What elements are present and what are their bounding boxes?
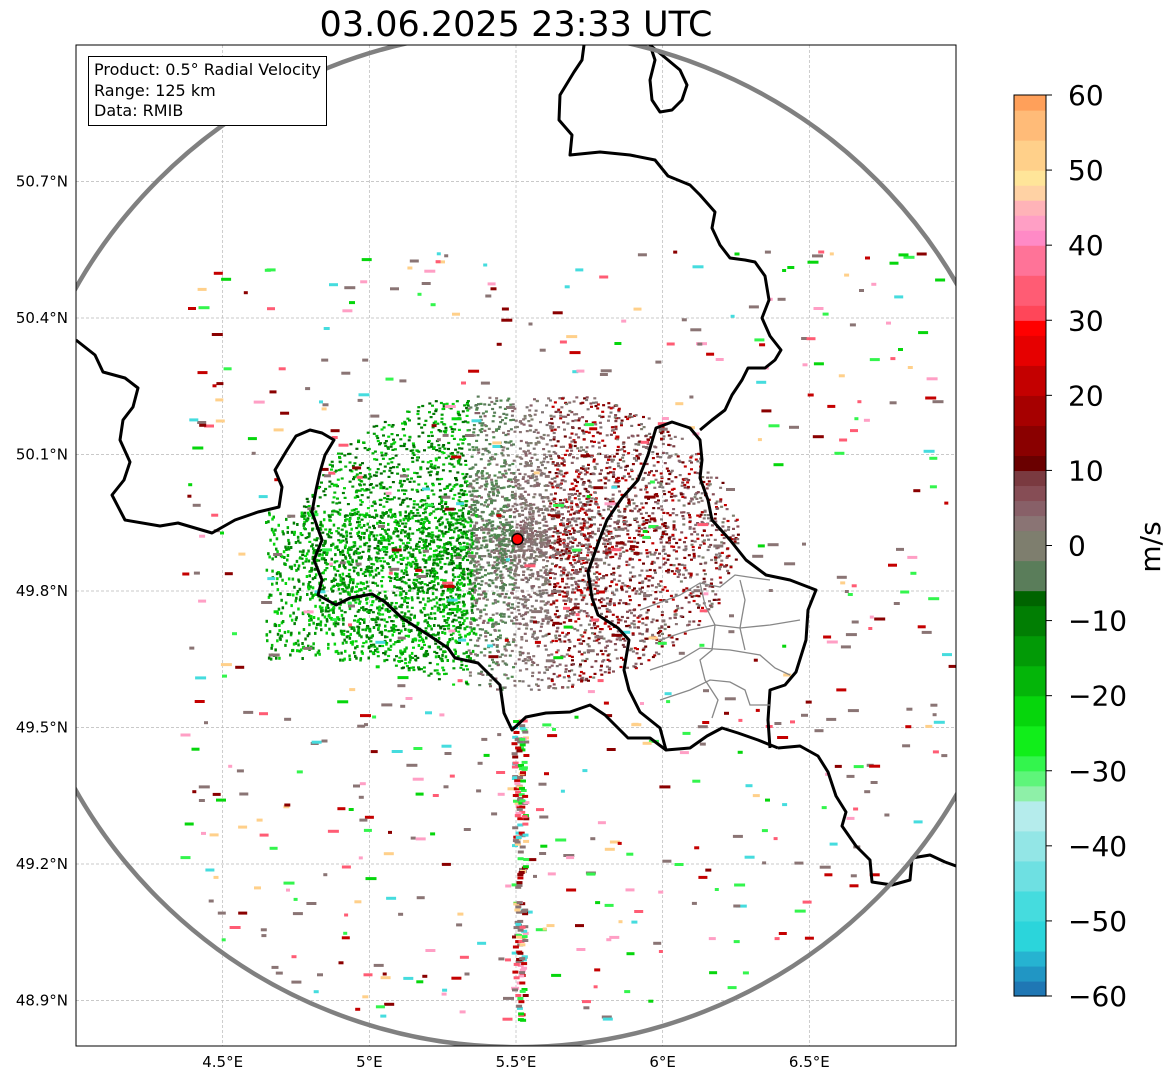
- lon-tick-label: 6°E: [649, 1053, 676, 1071]
- border-germany-france-south: [777, 744, 956, 887]
- colorbar-band: [1014, 590, 1046, 607]
- region-line-4: [659, 679, 770, 706]
- colorbar-band: [1014, 110, 1046, 141]
- colorbar-band: [1014, 245, 1046, 276]
- info-range: Range: 125 km: [94, 80, 216, 100]
- colorbar-band: [1014, 275, 1046, 306]
- colorbar-band: [1014, 665, 1046, 697]
- colorbar-band: [1014, 170, 1046, 186]
- colorbar-band: [1014, 365, 1046, 396]
- region-line-2: [659, 619, 801, 641]
- map-content: [76, 45, 956, 1046]
- colorbar-band: [1014, 830, 1046, 862]
- lon-tick-label: 4.5°E: [202, 1053, 243, 1071]
- colorbar-band: [1014, 725, 1046, 757]
- lat-tick-label: 48.9°N: [16, 992, 68, 1010]
- colorbar-tick-label: −10: [1068, 605, 1127, 638]
- colorbar-tick-label: −60: [1068, 980, 1127, 1013]
- colorbar-band: [1014, 215, 1046, 231]
- info-source: Data: RMIB: [94, 101, 184, 120]
- colorbar-band: [1014, 470, 1046, 487]
- colorbar-band: [1014, 515, 1046, 532]
- lat-tick-label: 50.1°N: [16, 446, 68, 464]
- info-product: Product: 0.5° Radial Velocity: [94, 60, 322, 79]
- colorbar-band: [1014, 230, 1046, 246]
- lon-tick-label: 5°E: [356, 1053, 383, 1071]
- colorbar-band: [1014, 455, 1046, 472]
- colorbar-tick-label: 0: [1068, 530, 1086, 563]
- colorbar-band: [1014, 755, 1046, 772]
- colorbar-band: [1014, 185, 1046, 201]
- border-netherlands-germany: [557, 45, 783, 432]
- border-netherlands-enclave: [648, 45, 689, 114]
- colorbar-tick-label: 20: [1068, 379, 1104, 412]
- colorbar-band: [1014, 950, 1046, 967]
- colorbar-band: [1014, 335, 1046, 366]
- colorbar-band: [1014, 635, 1046, 667]
- region-lines: [639, 574, 801, 719]
- colorbar-band: [1014, 605, 1046, 637]
- region-line-5: [699, 582, 719, 719]
- colorbar-band: [1014, 770, 1046, 787]
- colorbar-unit-label: m/s: [1134, 521, 1167, 572]
- map-title: 03.06.2025 23:33 UTC: [319, 5, 713, 45]
- border-belgium-luxembourg-north: [76, 338, 779, 752]
- velocity-echoes: [180, 250, 956, 1022]
- colorbar-tick-label: 40: [1068, 229, 1104, 262]
- colorbar-tick-label: 10: [1068, 454, 1104, 487]
- colorbar-band: [1014, 395, 1046, 426]
- lat-tick-label: 50.4°N: [16, 309, 68, 327]
- lat-tick-label: 50.7°N: [16, 173, 68, 191]
- colorbar-tick-label: −20: [1068, 680, 1127, 713]
- lat-tick-label: 49.5°N: [16, 719, 68, 737]
- region-line-3: [649, 647, 791, 676]
- border-luxembourg-east: [586, 420, 818, 751]
- colorbar-band: [1014, 200, 1046, 216]
- colorbar-tick-label: −30: [1068, 755, 1127, 788]
- colorbar-band: [1014, 785, 1046, 802]
- colorbar-tick-label: 30: [1068, 304, 1104, 337]
- colorbar-band: [1014, 140, 1046, 171]
- colorbar-band: [1014, 800, 1046, 832]
- colorbar-band: [1014, 980, 1046, 997]
- info-box: Product: 0.5° Radial Velocity Range: 125…: [88, 56, 328, 126]
- region-line-1: [639, 574, 771, 611]
- region-line-6: [739, 579, 746, 651]
- axis-tick-labels: 4.5°E 5°E 5.5°E 6°E 6.5°E 50.7°N 50.4°N 50.1°N 4…: [16, 173, 830, 1072]
- map-frame: [75, 44, 957, 1047]
- colorbar-band: [1014, 425, 1046, 456]
- colorbar-band: [1014, 920, 1046, 952]
- lon-tick-label: 6.5°E: [789, 1053, 830, 1071]
- colorbar-band: [1014, 95, 1046, 111]
- colorbar-tick-label: 60: [1068, 79, 1104, 112]
- colorbar-band: [1014, 965, 1046, 982]
- colorbar-band: [1014, 560, 1046, 592]
- colorbar-tick-label: −50: [1068, 905, 1127, 938]
- colorbar-band: [1014, 530, 1046, 562]
- colorbar-band: [1014, 860, 1046, 892]
- colorbar-band: [1014, 320, 1046, 336]
- colorbar: 60 50 40 30 20 10 0 −10 −20 −30 −40 −50 −60: [1013, 79, 1127, 1013]
- colorbar-band: [1014, 485, 1046, 502]
- colorbar-band: [1014, 890, 1046, 922]
- colorbar-tick-label: 50: [1068, 154, 1104, 187]
- radar-site-marker: [511, 532, 524, 546]
- lon-tick-label: 5.5°E: [496, 1053, 537, 1071]
- colorbar-band: [1014, 695, 1046, 727]
- colorbar-band: [1014, 305, 1046, 321]
- lat-tick-label: 49.8°N: [16, 582, 68, 600]
- colorbar-band: [1014, 500, 1046, 517]
- lat-tick-label: 49.2°N: [16, 855, 68, 873]
- border-lines: [76, 45, 956, 887]
- colorbar-tick-label: −40: [1068, 830, 1127, 863]
